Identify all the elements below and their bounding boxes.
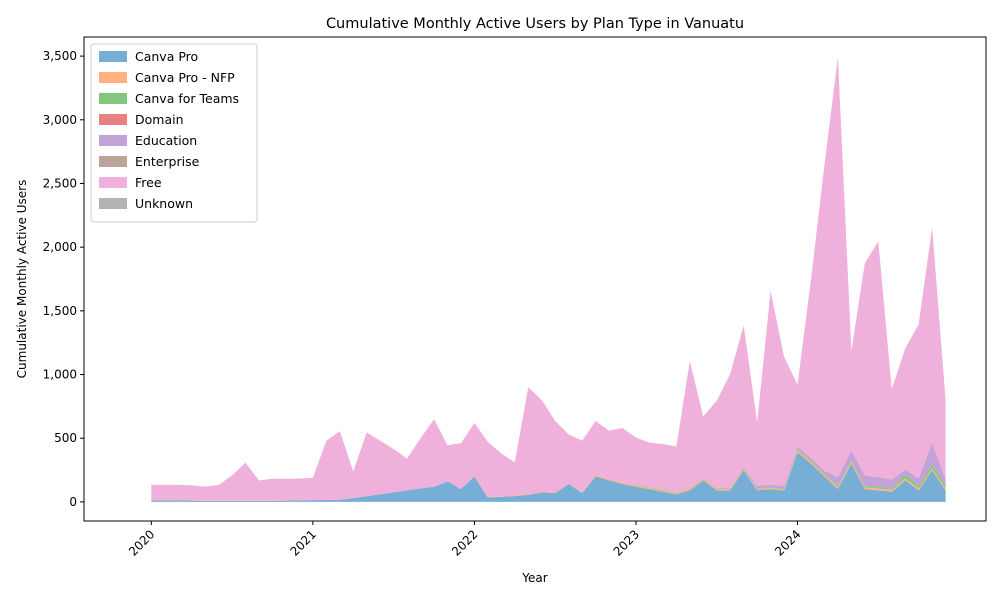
- legend-swatch-canva-for-teams: [99, 93, 127, 104]
- area-canva-pro: [151, 452, 946, 502]
- legend-swatch-free: [99, 177, 127, 188]
- y-tick-label: 2,500: [43, 176, 77, 190]
- legend-swatch-canva-pro-nfp: [99, 72, 127, 83]
- y-axis: 0 500 1,000 1,500 2,000 2,500 3,000 3,500: [43, 49, 84, 509]
- y-tick-label: 0: [69, 495, 77, 509]
- y-tick-label: 3,000: [43, 113, 77, 127]
- legend-label-education: Education: [135, 133, 197, 148]
- legend-label-free: Free: [135, 175, 162, 190]
- x-axis-title: Year: [521, 571, 547, 585]
- legend-swatch-canva-pro: [99, 51, 127, 62]
- legend-frame: [90, 43, 258, 223]
- legend-label-enterprise: Enterprise: [135, 154, 200, 169]
- legend-label-canva-pro: Canva Pro: [135, 49, 198, 64]
- legend-label-domain: Domain: [135, 112, 184, 127]
- y-tick-label: 1,000: [43, 368, 77, 382]
- area-free: [151, 56, 946, 501]
- legend-label-canva-pro-nfp: Canva Pro - NFP: [135, 70, 235, 85]
- y-tick-label: 3,500: [43, 49, 77, 63]
- y-tick-label: 2,000: [43, 240, 77, 254]
- y-tick-label: 1,500: [43, 304, 77, 318]
- legend-swatch-enterprise: [99, 156, 127, 167]
- legend: Canva Pro Canva Pro - NFP Canva for Teams D…: [90, 43, 258, 223]
- y-tick-label: 500: [54, 431, 77, 445]
- legend-swatch-education: [99, 135, 127, 146]
- plot-frame: [83, 36, 987, 522]
- legend-swatch-domain: [99, 114, 127, 125]
- legend-label-canva-for-teams: Canva for Teams: [135, 91, 239, 106]
- legend-label-unknown: Unknown: [135, 196, 193, 211]
- legend-swatch-unknown: [99, 198, 127, 209]
- chart-title: Cumulative Monthly Active Users by Plan …: [326, 16, 744, 32]
- y-axis-title: Cumulative Monthly Active Users: [15, 180, 29, 379]
- area-series-group: [151, 56, 946, 502]
